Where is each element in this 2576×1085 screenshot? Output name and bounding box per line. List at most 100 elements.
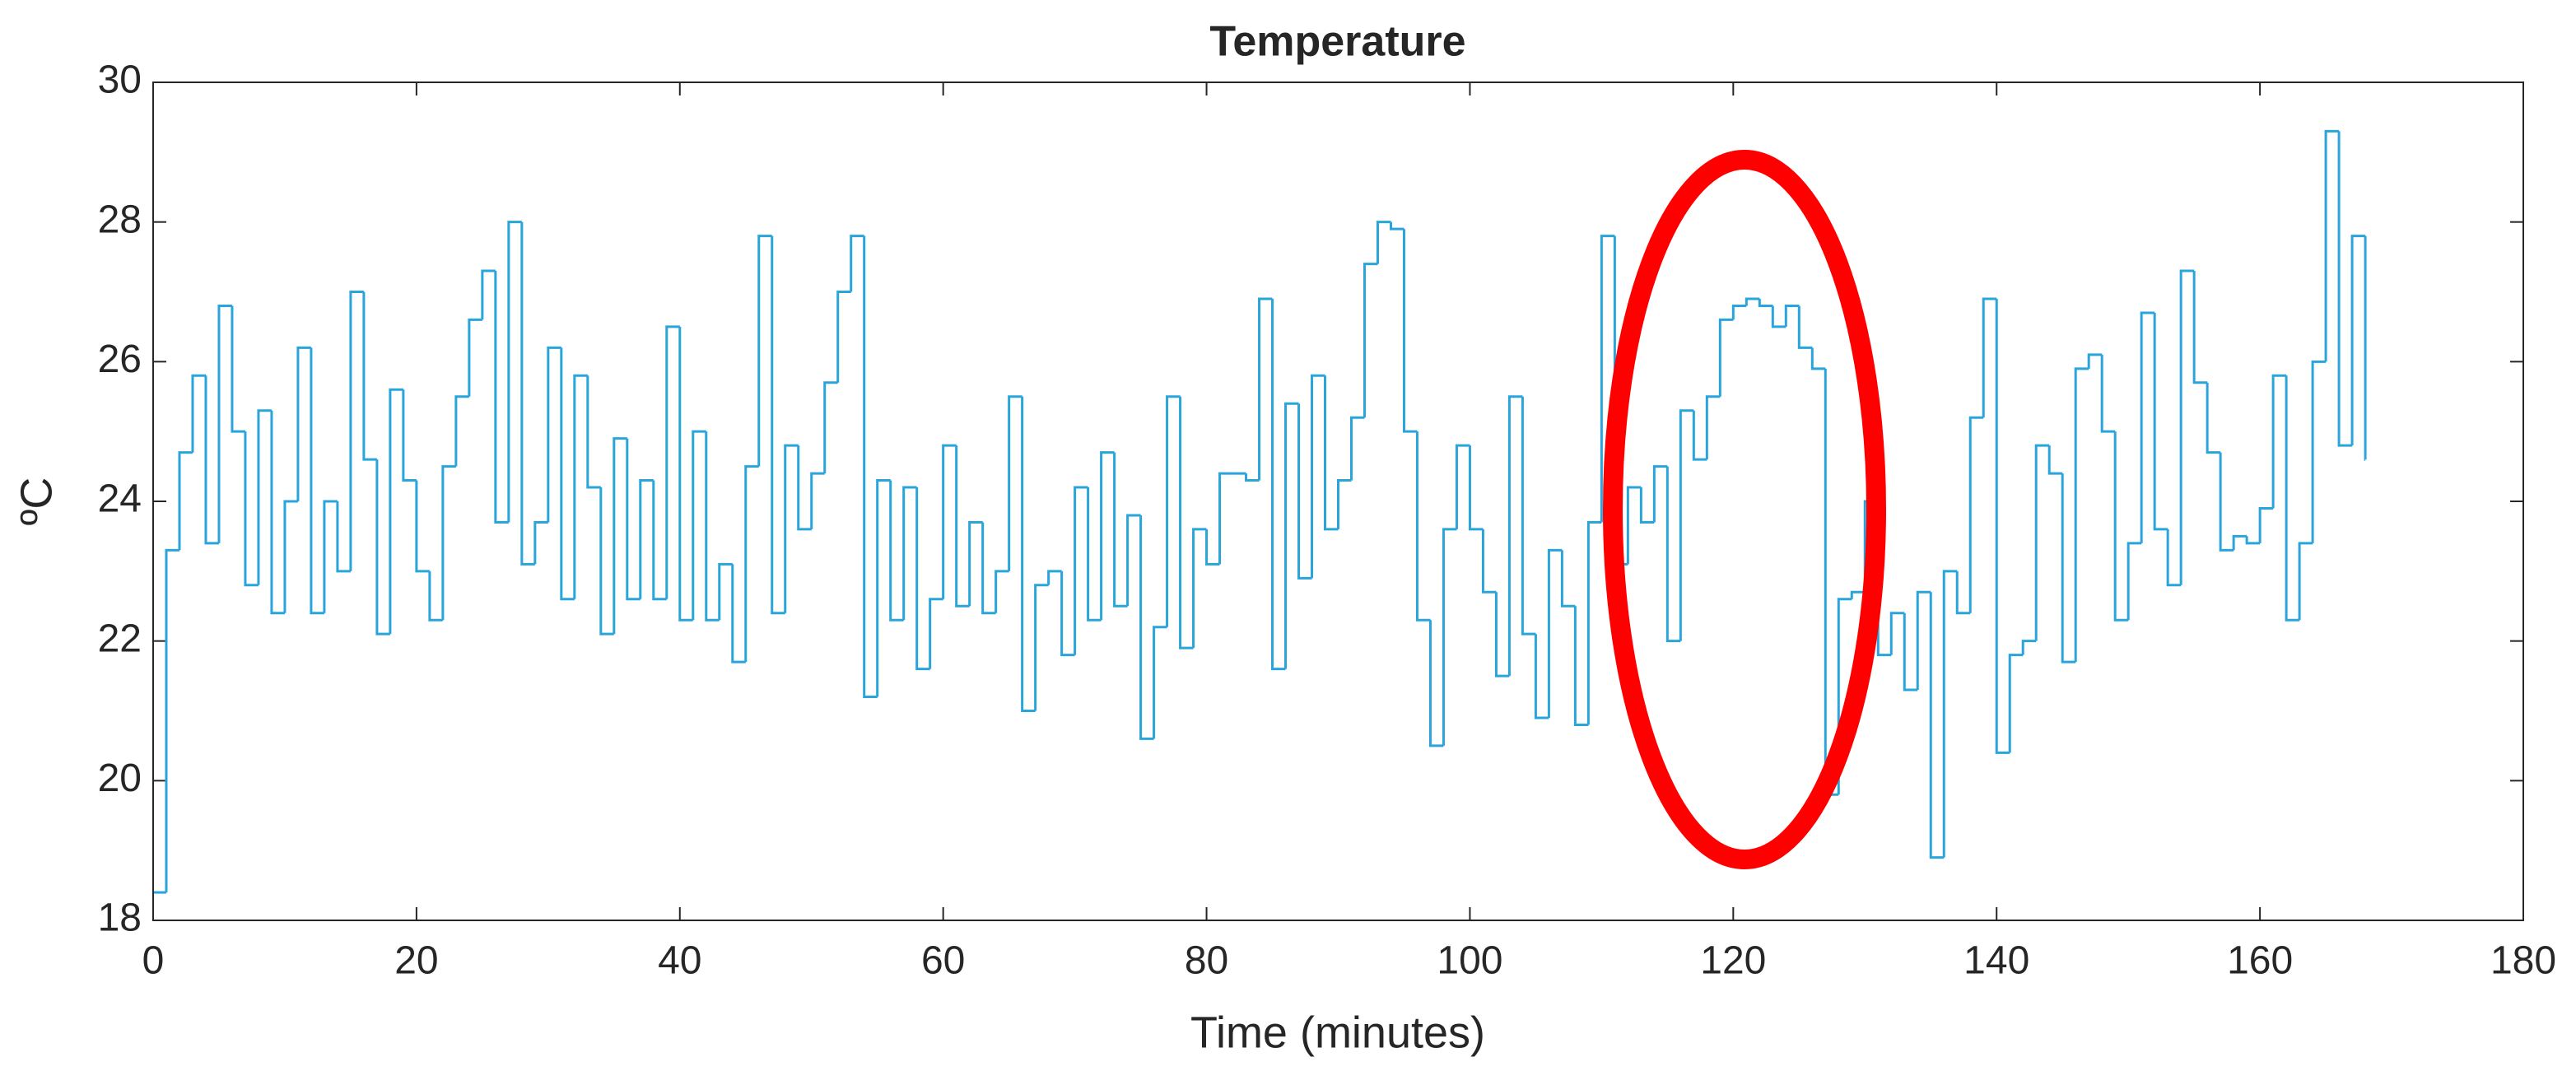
line-step (718, 562, 733, 621)
line-step (2258, 506, 2274, 543)
line-step (1652, 465, 1668, 523)
line-step (1008, 395, 1022, 571)
line-step (836, 291, 851, 383)
line-step (1113, 452, 1128, 608)
line-step (402, 389, 417, 482)
line-step (1942, 570, 1958, 858)
line-step (771, 235, 785, 615)
line-step (415, 480, 430, 573)
line-step (1995, 298, 2010, 754)
line-step (1021, 396, 1036, 712)
line-step (547, 346, 561, 523)
line-step (1126, 514, 1141, 607)
line-step (705, 431, 720, 622)
line-step (507, 221, 522, 523)
line-step (955, 445, 970, 608)
line-step (1455, 444, 1470, 529)
line-step (1442, 528, 1457, 746)
line-step (1718, 318, 1734, 397)
line-step (1797, 305, 1813, 349)
line-step (889, 480, 904, 622)
line-step (1415, 431, 1431, 622)
x-tick-label: 120 (1700, 939, 1766, 983)
line-step (310, 347, 324, 615)
line-step (1665, 466, 1681, 643)
line-step (2337, 131, 2353, 447)
line-step (968, 520, 983, 607)
line-step (1311, 374, 1325, 579)
x-tick-label: 0 (142, 939, 165, 983)
chart-title: Temperature (1209, 18, 1465, 66)
x-tick-label: 160 (2227, 939, 2293, 983)
line-step (2034, 444, 2050, 641)
line-step (1060, 570, 1075, 657)
line-step (1784, 304, 1800, 327)
line-step (1679, 409, 1694, 641)
line-step (1507, 395, 1523, 677)
line-step (2245, 536, 2261, 545)
line-step (244, 431, 259, 587)
line-step (2271, 374, 2287, 509)
line-step (2311, 360, 2327, 543)
line-step (520, 221, 535, 566)
line-step (1692, 410, 1707, 461)
line-step (1271, 298, 1286, 671)
line-step (573, 374, 588, 599)
line-step (1982, 297, 1997, 418)
line-step (613, 437, 627, 635)
line-step (2166, 529, 2182, 587)
line-step (2047, 445, 2063, 475)
line-step (876, 479, 891, 697)
y-tick-label: 28 (98, 198, 142, 241)
y-axis-label: ºC (12, 477, 61, 526)
line-step (1586, 520, 1602, 725)
line-step (1179, 396, 1194, 650)
line-step (454, 395, 469, 467)
line-step (652, 480, 667, 601)
line-step (2350, 235, 2366, 446)
line-step (1560, 550, 1576, 608)
line-step (270, 410, 285, 615)
line-step (323, 500, 338, 613)
x-tick-label: 20 (394, 939, 438, 983)
line-step (665, 325, 680, 599)
line-step (2140, 311, 2155, 543)
axes-box (152, 81, 2524, 921)
line-step (481, 269, 496, 320)
line-step (178, 451, 193, 551)
x-tick-label: 40 (658, 939, 701, 983)
y-tick-label: 26 (98, 338, 142, 381)
line-step (757, 235, 772, 467)
line-step (639, 479, 654, 599)
line-step (2206, 382, 2221, 454)
x-tick-label: 140 (1963, 939, 2029, 983)
line-step (1284, 402, 1299, 669)
highlight-ellipse (1603, 150, 1886, 869)
line-step (2153, 312, 2168, 531)
line-step (2113, 431, 2129, 622)
line-step (863, 235, 878, 699)
line-step (191, 374, 206, 453)
line-step (1363, 263, 1378, 418)
line-step (1047, 570, 1062, 585)
line-step (533, 520, 548, 565)
x-tick-label: 100 (1437, 939, 1502, 983)
line-step (1258, 297, 1273, 481)
line-step (1731, 304, 1747, 320)
line-step (1521, 396, 1536, 636)
y-tick-label: 20 (98, 757, 142, 800)
line-step (1903, 612, 1918, 692)
line-step (1889, 612, 1905, 655)
line-step (797, 445, 812, 531)
line-step (2219, 452, 2234, 552)
line-step (1349, 416, 1365, 481)
line-step (349, 291, 364, 571)
line-step (2232, 534, 2248, 551)
line-step (1639, 487, 1655, 524)
line-step (1481, 529, 1497, 594)
line-step (1547, 548, 1563, 718)
line-step (1534, 634, 1549, 719)
line-step (231, 305, 245, 433)
line-step (2324, 129, 2340, 362)
